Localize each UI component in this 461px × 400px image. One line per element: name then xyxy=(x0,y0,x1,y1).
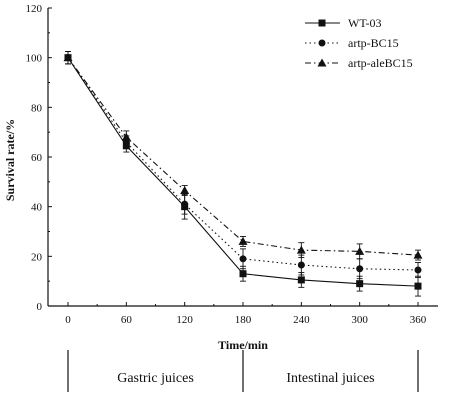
legend-label: artp-BC15 xyxy=(348,36,399,50)
x-tick-label: 180 xyxy=(235,314,252,326)
y-tick-label: 60 xyxy=(31,152,43,164)
series-artp-aleBC15 xyxy=(63,51,423,261)
phase-label: Intestinal juices xyxy=(286,371,374,386)
phase-bar: Gastric juices Intestinal juices xyxy=(67,350,419,392)
y-tick-label: 40 xyxy=(31,202,43,214)
axes: 0 20 40 60 80 100 120 0 60 120 180 240 300 360 xyxy=(26,3,438,326)
legend-marker xyxy=(318,39,326,47)
x-tick-label: 120 xyxy=(176,314,193,326)
x-tick-label: 60 xyxy=(121,314,133,326)
data-point xyxy=(414,282,422,290)
legend-label: artp-aleBC15 xyxy=(348,56,413,70)
x-tick-label: 360 xyxy=(410,314,427,326)
x-tick-label: 300 xyxy=(351,314,368,326)
data-point xyxy=(297,261,305,269)
data-point xyxy=(355,246,365,255)
y-axis-title: Survival rate/% xyxy=(3,119,17,201)
y-tick-label: 0 xyxy=(37,301,43,313)
legend-label: WT-03 xyxy=(348,16,382,30)
data-point xyxy=(180,186,190,195)
data-point xyxy=(356,265,364,273)
legend-item: WT-03 xyxy=(305,16,382,30)
data-point xyxy=(238,236,248,245)
y-tick-label: 120 xyxy=(26,3,43,15)
legend-marker xyxy=(317,58,327,67)
x-axis-title: Time/min xyxy=(218,338,268,352)
data-point xyxy=(239,270,247,278)
y-tick-label: 20 xyxy=(31,251,43,263)
legend-item: artp-BC15 xyxy=(305,36,399,50)
data-point xyxy=(297,276,305,284)
data-point xyxy=(239,255,247,263)
x-tick-label: 0 xyxy=(65,314,71,326)
phase-label: Gastric juices xyxy=(117,371,194,386)
data-point xyxy=(181,200,189,208)
data-point xyxy=(414,266,422,274)
legend-item: artp-aleBC15 xyxy=(305,56,413,70)
y-tick-label: 100 xyxy=(26,53,43,65)
series-layer xyxy=(63,51,423,297)
series-line xyxy=(67,57,419,256)
data-point xyxy=(296,245,306,254)
legend-marker xyxy=(318,19,326,27)
legend: WT-03 artp-BC15 artp-aleBC15 xyxy=(305,16,413,70)
x-tick-label: 240 xyxy=(293,314,310,326)
data-point xyxy=(413,250,423,259)
data-point xyxy=(356,280,364,288)
data-point xyxy=(63,53,73,62)
y-tick-label: 80 xyxy=(31,102,43,114)
data-point xyxy=(121,132,131,141)
